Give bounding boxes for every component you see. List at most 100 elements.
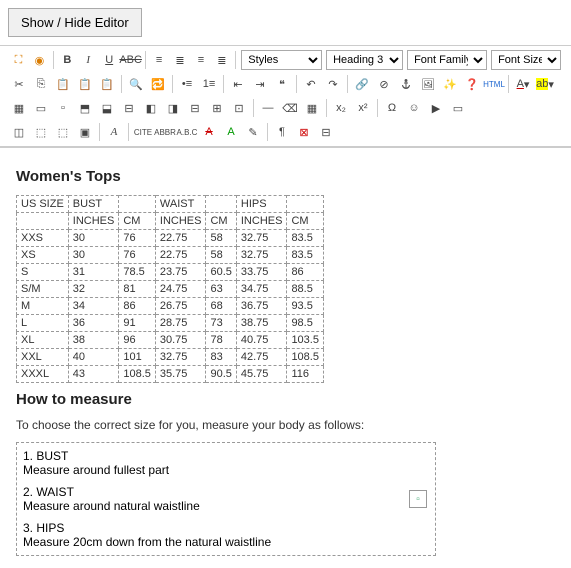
blockquote-icon[interactable]: ❝ [272, 74, 292, 94]
emoticons-icon[interactable]: ☺ [404, 98, 424, 118]
table-cell: 93.5 [287, 298, 324, 315]
align-justify-icon[interactable]: ≣ [212, 50, 231, 70]
hr-icon[interactable]: — [258, 98, 278, 118]
paste-icon[interactable]: 📋 [53, 74, 73, 94]
html-icon[interactable]: HTML [484, 74, 504, 94]
table-cell: XXL [17, 349, 69, 366]
image-icon[interactable]: 🖼 [418, 74, 438, 94]
align-center-icon[interactable]: ≣ [171, 50, 190, 70]
cleanup-icon[interactable]: ✨ [440, 74, 460, 94]
strikethrough-icon[interactable]: ABC [121, 50, 141, 70]
table-cell: 40.75 [236, 332, 287, 349]
table-cell: 58 [206, 230, 236, 247]
paste-word-icon[interactable]: 📋 [97, 74, 117, 94]
table-cell: 101 [119, 349, 156, 366]
font-family-select[interactable]: Font Family [407, 50, 487, 70]
insert-row-before-icon[interactable]: ⬒ [75, 98, 95, 118]
cite-icon[interactable]: CITE [133, 122, 153, 142]
fullscreen-icon[interactable]: ⛶ [9, 50, 28, 70]
align-right-icon[interactable]: ≡ [191, 50, 210, 70]
numbered-list-icon[interactable]: 1≡ [199, 74, 219, 94]
ins-icon[interactable]: A [221, 122, 241, 142]
font-size-select[interactable]: Font Size [491, 50, 561, 70]
absolute-icon[interactable]: ▣ [75, 122, 95, 142]
subscript-icon[interactable]: x₂ [331, 98, 351, 118]
italic-icon[interactable]: I [79, 50, 98, 70]
table-cell: S [17, 264, 69, 281]
replace-icon[interactable]: 🔁 [148, 74, 168, 94]
table-subheader-row: INCHESCMINCHESCMINCHESCM [17, 213, 324, 230]
superscript-icon[interactable]: x² [353, 98, 373, 118]
redo-icon[interactable]: ↷ [323, 74, 343, 94]
separator [223, 75, 224, 93]
link-icon[interactable]: 🔗 [352, 74, 372, 94]
style-props-icon[interactable]: A [104, 122, 124, 142]
table-cell: 34.75 [236, 281, 287, 298]
attributes-icon[interactable]: ✎ [243, 122, 263, 142]
delete-row-icon[interactable]: ⊟ [119, 98, 139, 118]
abbr-icon[interactable]: ABBR [155, 122, 175, 142]
table-cell: 24.75 [155, 281, 206, 298]
underline-icon[interactable]: U [100, 50, 119, 70]
pagebreak-icon[interactable]: ⊟ [316, 122, 336, 142]
table-cell: 86 [287, 264, 324, 281]
move-forward-icon[interactable]: ⬚ [31, 122, 51, 142]
find-icon[interactable]: 🔍 [126, 74, 146, 94]
cell-props-icon[interactable]: ▫ [53, 98, 73, 118]
row-props-icon[interactable]: ▭ [31, 98, 51, 118]
nbsp-icon[interactable]: ⊠ [294, 122, 314, 142]
special-char-icon[interactable]: Ω [382, 98, 402, 118]
table-row: XXXL43108.535.7590.545.75116 [17, 366, 324, 383]
table-cell: 36 [68, 315, 119, 332]
styles-select[interactable]: Styles [241, 50, 322, 70]
remove-format-icon[interactable]: ⌫ [280, 98, 300, 118]
insert-layer-icon[interactable]: ◫ [9, 122, 29, 142]
bullet-list-icon[interactable]: •≡ [177, 74, 197, 94]
table-cell: 88.5 [287, 281, 324, 298]
align-left-icon[interactable]: ≡ [150, 50, 169, 70]
table-cell: 34 [68, 298, 119, 315]
visual-chars-icon[interactable]: ¶ [272, 122, 292, 142]
insert-col-before-icon[interactable]: ◧ [141, 98, 161, 118]
highlight-color-icon[interactable]: ab▾ [535, 74, 555, 94]
copy-icon[interactable]: ⎘ [31, 74, 51, 94]
delete-col-icon[interactable]: ⊟ [185, 98, 205, 118]
table-row: XL389630.757840.75103.5 [17, 332, 324, 349]
insert-row-after-icon[interactable]: ⬓ [97, 98, 117, 118]
merge-cells-icon[interactable]: ⊡ [229, 98, 249, 118]
move-backward-icon[interactable]: ⬚ [53, 122, 73, 142]
table-cell: 38.75 [236, 315, 287, 332]
insert-col-after-icon[interactable]: ◨ [163, 98, 183, 118]
table-cell: 28.75 [155, 315, 206, 332]
table-cell: 73 [206, 315, 236, 332]
paste-text-icon[interactable]: 📋 [75, 74, 95, 94]
indent-icon[interactable]: ⇥ [250, 74, 270, 94]
anchor-icon[interactable] [396, 74, 416, 94]
visual-aid-icon[interactable]: ▦ [302, 98, 322, 118]
table-icon[interactable]: ▦ [9, 98, 29, 118]
separator [53, 51, 54, 69]
table-cell: 83.5 [287, 230, 324, 247]
cut-icon[interactable]: ✂ [9, 74, 29, 94]
table-cell: 60.5 [206, 264, 236, 281]
acronym-icon[interactable]: A.B.C [177, 122, 197, 142]
undo-icon[interactable]: ↶ [301, 74, 321, 94]
text-color-icon[interactable]: A▾ [513, 74, 533, 94]
table-cell: L [17, 315, 69, 332]
table-header-row: US SIZEBUSTWAISTHIPS [17, 196, 324, 213]
format-select[interactable]: Heading 3 [326, 50, 403, 70]
table-cell: 76 [119, 230, 156, 247]
bold-icon[interactable]: B [58, 50, 77, 70]
split-cells-icon[interactable]: ⊞ [207, 98, 227, 118]
layer-icon[interactable]: ▭ [448, 98, 468, 118]
toggle-guidelines-icon[interactable]: ◉ [30, 50, 49, 70]
unlink-icon[interactable]: ⊘ [374, 74, 394, 94]
show-hide-editor-button[interactable]: Show / Hide Editor [8, 8, 142, 37]
editor-content-area[interactable]: Women's Tops US SIZEBUSTWAISTHIPS INCHES… [0, 147, 571, 568]
help-icon[interactable]: ❓ [462, 74, 482, 94]
outdent-icon[interactable]: ⇤ [228, 74, 248, 94]
table-cell: 38 [68, 332, 119, 349]
del-icon[interactable]: A [199, 122, 219, 142]
media-icon[interactable]: ▶ [426, 98, 446, 118]
measure-intro-text: To choose the correct size for you, meas… [16, 418, 555, 432]
